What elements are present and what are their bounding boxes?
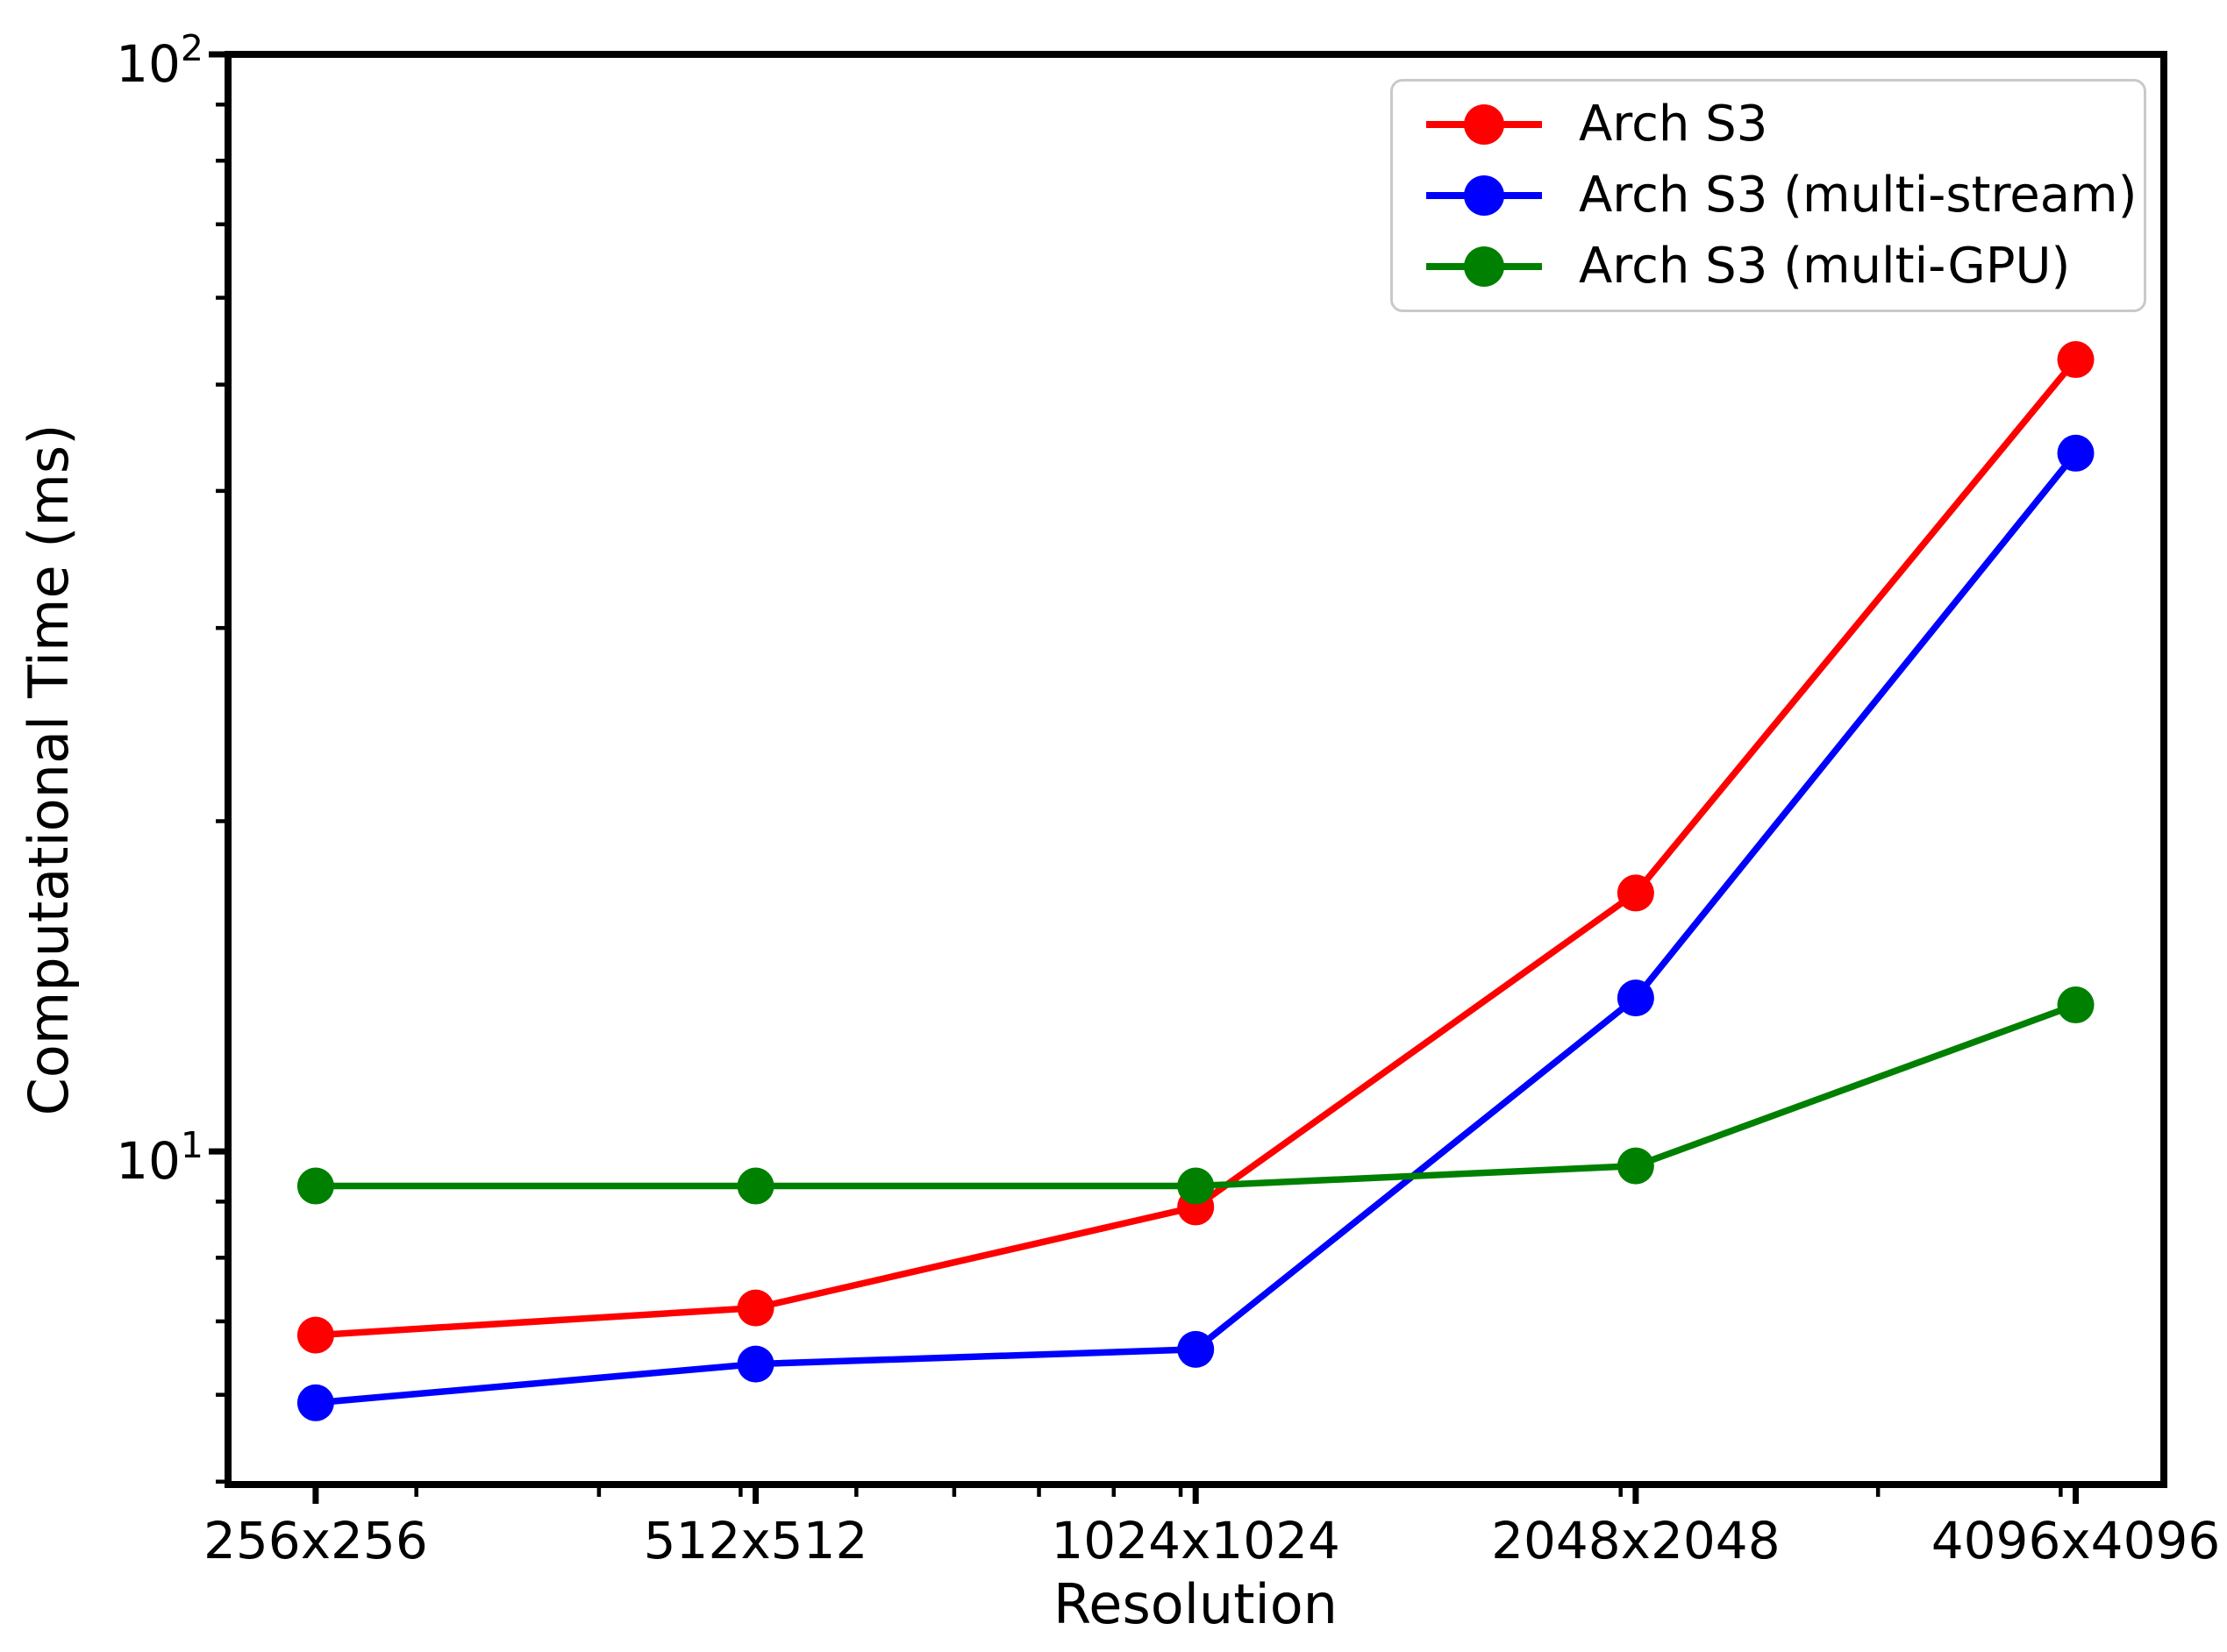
legend-line-marker-icon [1426,246,1542,288]
data-point-marker [1617,1147,1654,1185]
data-point-marker [296,1384,334,1421]
plot-border [225,51,2167,1488]
y-tick-label: 102 [116,27,203,94]
legend-line-marker-icon [1426,103,1542,145]
data-point-marker [737,1167,774,1205]
legend-dot-icon [1464,103,1504,145]
data-point-marker [2057,434,2095,472]
x-tick-label: 2048x2048 [1491,1511,1781,1570]
data-point-marker [737,1289,774,1327]
legend: Arch S3 Arch S3 (multi-stream) Arch S3 (mu… [1390,79,2146,312]
legend-item: Arch S3 (multi-GPU) [1393,240,2144,293]
series-line [312,1001,2080,1190]
x-axis-title: Resolution [1053,1572,1338,1636]
legend-dot-icon [1464,246,1504,288]
data-point-marker [2057,986,2095,1024]
data-point-marker [296,1316,334,1354]
y-axis-title: Computational Time (ms) [17,424,81,1116]
data-point-marker [737,1345,774,1383]
legend-item: Arch S3 (multi-stream) [1393,166,2144,224]
x-tick-label: 512x512 [643,1511,868,1570]
data-point-marker [1177,1167,1215,1205]
legend-label: Arch S3 [1579,95,1768,153]
x-tick-label: 256x256 [203,1511,428,1570]
data-point-marker [2057,341,2095,379]
legend-item: Arch S3 [1393,95,2144,153]
legend-label: Arch S3 (multi-GPU) [1579,238,2071,296]
x-tick-label: 1024x1024 [1051,1511,1340,1570]
legend-line-marker-icon [1426,174,1542,216]
data-point-marker [1177,1330,1215,1368]
data-point-marker [296,1167,334,1205]
series-line [312,450,2080,1406]
legend-label: Arch S3 (multi-stream) [1579,166,2138,224]
legend-dot-icon [1464,174,1504,216]
data-point-marker [1617,874,1654,912]
data-point-marker [1617,979,1654,1017]
y-tick-label: 101 [116,1124,203,1192]
x-tick-label: 4096x4096 [1931,1511,2221,1570]
